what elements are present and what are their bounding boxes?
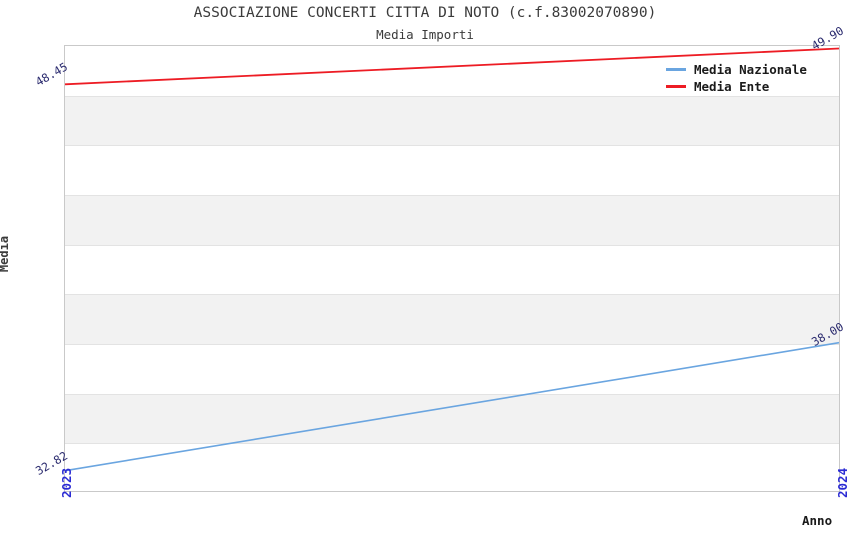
legend-label: Media Nazionale (694, 62, 807, 77)
line-media-nazionale (65, 343, 839, 471)
plot-area (64, 45, 840, 492)
x-axis-tick-label: 2023 (59, 467, 74, 498)
chart-legend: Media Nazionale Media Ente (666, 61, 846, 95)
line-media-ente (65, 48, 839, 84)
gridline (65, 344, 839, 345)
gridline (65, 244, 839, 246)
background-band (65, 393, 839, 444)
chart-subtitle: Media Importi (376, 27, 474, 42)
legend-label: Media Ente (694, 79, 770, 94)
legend-item-media-nazionale[interactable]: Media Nazionale (666, 61, 846, 78)
gridline (65, 195, 839, 196)
legend-item-media-ente[interactable]: Media Ente (666, 78, 846, 95)
background-band (65, 294, 839, 344)
background-band (65, 95, 839, 146)
gridline (65, 145, 839, 147)
gridline (65, 294, 839, 296)
gridline (65, 393, 839, 395)
background-band (65, 195, 839, 245)
legend-swatch-icon (666, 85, 686, 88)
x-axis-tick-label: 2024 (835, 467, 850, 498)
gridline (65, 443, 839, 445)
series-lines (65, 46, 839, 491)
legend-swatch-icon (666, 68, 686, 71)
chart-title: ASSOCIAZIONE CONCERTI CITTA DI NOTO (c.f… (193, 5, 657, 21)
y-axis-title: Media (0, 235, 12, 273)
x-axis-title: Anno (802, 513, 833, 528)
gridline (65, 95, 839, 97)
